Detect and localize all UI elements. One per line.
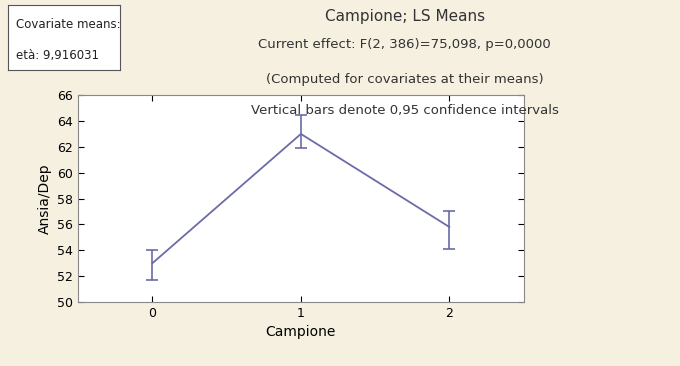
Text: Covariate means:: Covariate means: bbox=[16, 18, 120, 31]
Text: Campione; LS Means: Campione; LS Means bbox=[324, 9, 485, 24]
Text: Current effect: F(2, 386)=75,098, p=0,0000: Current effect: F(2, 386)=75,098, p=0,00… bbox=[258, 38, 551, 52]
Text: età: 9,916031: età: 9,916031 bbox=[16, 49, 99, 62]
Text: (Computed for covariates at their means): (Computed for covariates at their means) bbox=[266, 73, 543, 86]
X-axis label: Campione: Campione bbox=[266, 325, 336, 339]
Text: Vertical bars denote 0,95 confidence intervals: Vertical bars denote 0,95 confidence int… bbox=[251, 104, 558, 117]
Y-axis label: Ansia/Dep: Ansia/Dep bbox=[38, 163, 52, 234]
